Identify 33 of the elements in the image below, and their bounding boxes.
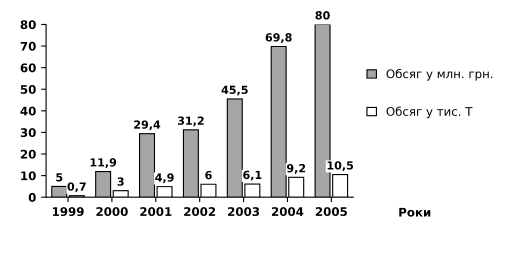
- data-label: 5: [56, 173, 62, 182]
- data-label: 80: [316, 11, 330, 20]
- data-label: 45,5: [222, 86, 248, 96]
- y-tick-label: 30: [20, 128, 36, 138]
- data-label: 0,7: [67, 182, 86, 192]
- x-tick-label: 2002: [184, 207, 216, 216]
- data-label: 11,9: [90, 158, 116, 168]
- legend-label: Обсяг у млн. грн.: [386, 68, 492, 81]
- y-tick-label: 80: [20, 20, 36, 30]
- y-tick-label: 70: [20, 42, 36, 51]
- data-label: 6: [205, 170, 212, 180]
- data-label: 69,8: [266, 33, 292, 43]
- y-tick-label: 40: [20, 106, 36, 116]
- data-label: 29,4: [134, 120, 160, 130]
- x-tick-label: 1999: [52, 207, 84, 216]
- data-label: 4,9: [155, 173, 174, 184]
- data-label: 10,5: [328, 161, 354, 172]
- data-label: 9,2: [286, 164, 306, 174]
- x-axis-title: Роки: [399, 208, 430, 217]
- x-tick-label: 2000: [96, 207, 128, 216]
- x-tick-label: 2005: [316, 207, 347, 216]
- data-label: 31,2: [178, 116, 204, 126]
- y-tick-label: 20: [20, 150, 36, 159]
- y-tick-label: 0: [28, 192, 36, 202]
- data-label: 6,1: [243, 170, 262, 181]
- y-tick-label: 50: [20, 84, 36, 94]
- x-tick-label: 2001: [140, 207, 172, 216]
- y-tick-label: 60: [20, 63, 36, 72]
- y-tick-label: 10: [21, 171, 36, 180]
- legend-label: Обсяг у тис. Т: [386, 106, 473, 118]
- x-tick-label: 2004: [272, 207, 304, 216]
- data-label: 3: [118, 177, 124, 186]
- x-tick-label: 2003: [228, 207, 260, 216]
